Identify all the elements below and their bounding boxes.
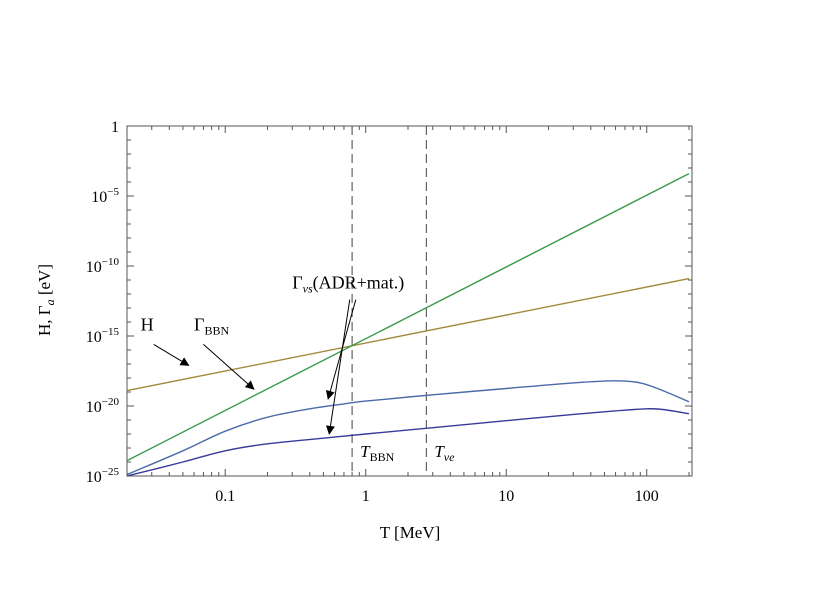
y-tick-label: 10−20: [86, 396, 120, 416]
series-line: [126, 172, 690, 462]
y-tick-label: 10−5: [91, 186, 119, 206]
vline-label: Tνe: [434, 442, 455, 464]
reference-lines: TBBN Tνe: [351, 126, 455, 476]
series-line: [126, 380, 690, 476]
series-lines: [126, 172, 690, 477]
annotations: H ΓBBN Γνs(ADR+mat.): [141, 272, 404, 435]
annotation-arrow: [326, 299, 351, 435]
y-axis-label: H, Γa [eV]: [35, 264, 57, 336]
series-line: [126, 277, 690, 392]
series-line: [126, 408, 690, 477]
y-axis-label-text: H, Γa [eV]: [35, 264, 57, 336]
x-axis-label: T [MeV]: [380, 523, 441, 542]
y-tick-label: 10−10: [86, 256, 120, 276]
plot-border: [126, 125, 693, 477]
annotation-label: H: [141, 314, 154, 334]
annotation-label: ΓBBN: [194, 314, 229, 337]
x-tick-label: 0.1: [215, 488, 235, 505]
y-tick-label: 10−25: [86, 466, 120, 486]
x-tick-label: 1: [362, 488, 370, 505]
x-tick-label: 100: [635, 488, 659, 505]
vline-label: TBBN: [360, 442, 394, 464]
axis-ticks: 0.1 1 10 100 1 10−5 10−10 10−15 10−20 10−25: [86, 119, 692, 505]
plot-frame: [126, 125, 693, 477]
y-tick-label: 10−15: [86, 326, 120, 346]
annotation-label: Γνs(ADR+mat.): [292, 272, 404, 295]
annotation-arrow: [203, 344, 255, 390]
y-tick-label: 1: [111, 119, 119, 136]
annotation-arrow: [153, 343, 190, 366]
x-tick-label: 10: [498, 488, 514, 505]
